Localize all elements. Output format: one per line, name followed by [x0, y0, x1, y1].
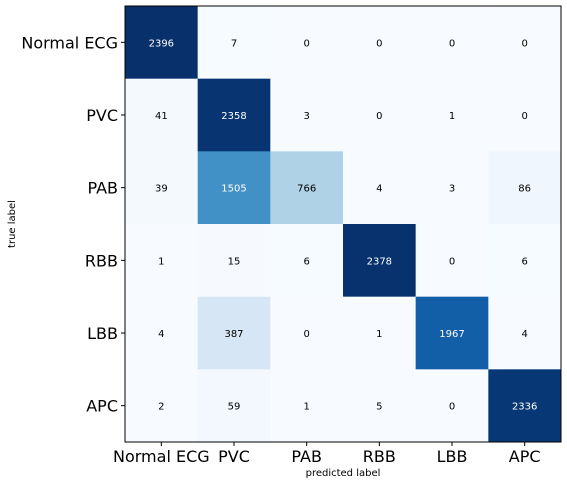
cell-value-label: 6 [303, 256, 309, 267]
cell-value-label: 6 [521, 256, 527, 267]
cell-value-label: 1 [376, 329, 382, 340]
cell-value-label: 0 [303, 38, 309, 49]
heatmap-cell [415, 6, 489, 80]
cell-value-label: 1 [158, 256, 164, 267]
heatmap-cell [270, 224, 344, 298]
heatmap-cell [197, 369, 271, 443]
x-axis-ticks: Normal ECG PVC PAB RBB LBB APC [113, 442, 541, 466]
heatmap-cell [125, 369, 199, 443]
heatmap-cell [415, 78, 489, 152]
cell-value-label: 0 [376, 38, 382, 49]
y-tick-label: RBB [85, 251, 118, 270]
heatmap-cell [343, 224, 417, 298]
cell-value-label: 5 [376, 402, 382, 413]
heatmap-cell [125, 78, 199, 152]
cell-value-label: 2336 [512, 402, 537, 413]
heatmap-cell [488, 224, 562, 298]
heatmap-cell [270, 296, 344, 370]
x-tick-label: PVC [218, 447, 250, 466]
heatmap-cell [343, 78, 417, 152]
heatmap-cell [197, 151, 271, 225]
heatmap-cell [343, 6, 417, 80]
heatmap-cell [488, 151, 562, 225]
y-tick-label: PVC [86, 106, 118, 125]
cell-value-label: 4 [376, 184, 382, 195]
cell-value-label: 15 [228, 256, 241, 267]
heatmap-cell [197, 6, 271, 80]
heatmap-cell [197, 296, 271, 370]
heatmap-cell [415, 224, 489, 298]
heatmap-cell [415, 369, 489, 443]
cell-value-label: 0 [521, 38, 527, 49]
heatmap-cell [270, 6, 344, 80]
heatmap-cell [270, 369, 344, 443]
heatmap-cell [488, 78, 562, 152]
plot-frame [124, 5, 562, 443]
x-tick-label: RBB [363, 447, 396, 466]
heatmap-cell [125, 151, 199, 225]
cell-value-label: 4 [521, 329, 527, 340]
cell-value-label: 1967 [439, 329, 464, 340]
heatmap-cell [270, 78, 344, 152]
cell-value-label: 387 [224, 329, 243, 340]
heatmap-cell [125, 296, 199, 370]
x-tick-label: PAB [291, 447, 322, 466]
heatmap-cell [125, 6, 199, 80]
cell-value-label: 1 [449, 111, 455, 122]
heatmap-cell-labels: 2396 7 0 0 0 041 2358 3 0 1 039 1505 766 4 3 861 15 6 2378… [149, 38, 538, 412]
cell-value-label: 3 [303, 111, 309, 122]
cell-value-label: 3 [449, 184, 455, 195]
heatmap-cell [488, 296, 562, 370]
heatmap-cell [488, 6, 562, 80]
cell-value-label: 0 [449, 402, 455, 413]
heatmap-cell [343, 369, 417, 443]
cell-value-label: 0 [303, 329, 309, 340]
y-tick-label: Normal ECG [21, 33, 118, 52]
x-axis-label: predicted label [306, 468, 381, 479]
cell-value-label: 39 [155, 184, 168, 195]
cell-value-label: 1505 [221, 184, 246, 195]
cell-value-label: 0 [521, 111, 527, 122]
y-axis-ticks: Normal ECG PVC PAB RBB LBB APC [21, 33, 125, 416]
cell-value-label: 0 [449, 38, 455, 49]
heatmap-cell [270, 151, 344, 225]
cell-value-label: 2396 [149, 38, 174, 49]
heatmap-cell [415, 151, 489, 225]
x-tick-label: Normal ECG [113, 447, 210, 466]
heatmap-cell [343, 296, 417, 370]
cell-value-label: 86 [518, 184, 531, 195]
y-tick-label: LBB [87, 324, 118, 343]
cell-value-label: 0 [449, 256, 455, 267]
y-axis-label: true label [7, 200, 18, 248]
cell-value-label: 0 [376, 111, 382, 122]
cell-value-label: 766 [297, 184, 316, 195]
cell-value-label: 2358 [221, 111, 246, 122]
y-tick-label: APC [86, 397, 118, 416]
cell-value-label: 2 [158, 402, 164, 413]
heatmap-cells [125, 6, 562, 443]
cell-value-label: 41 [155, 111, 168, 122]
cell-value-label: 1 [303, 402, 309, 413]
heatmap-cell [197, 224, 271, 298]
x-tick-label: LBB [437, 447, 468, 466]
heatmap-cell [125, 224, 199, 298]
cell-value-label: 7 [231, 38, 237, 49]
cell-value-label: 59 [228, 402, 241, 413]
y-tick-label: PAB [87, 179, 118, 198]
heatmap-cell [415, 296, 489, 370]
cell-value-label: 2378 [367, 256, 392, 267]
heatmap-cell [197, 78, 271, 152]
cell-value-label: 4 [158, 329, 164, 340]
x-tick-label: APC [509, 447, 541, 466]
heatmap-cell [343, 151, 417, 225]
heatmap-cell [488, 369, 562, 443]
